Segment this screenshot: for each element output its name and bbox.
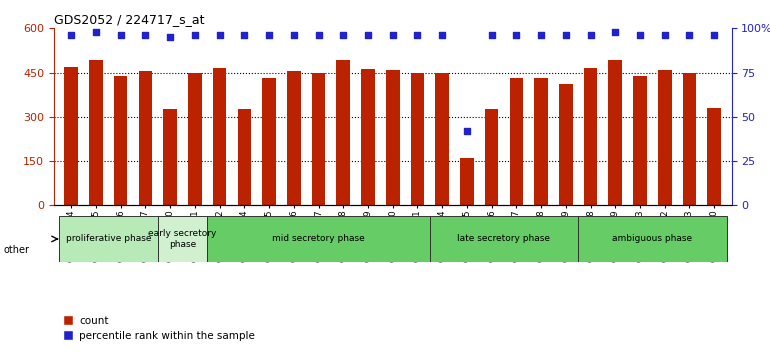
Point: [387, 33, 399, 38]
Text: early secretory
phase: early secretory phase: [149, 229, 216, 249]
Point: [708, 33, 721, 38]
Bar: [430, 216, 578, 262]
Point: [139, 33, 152, 38]
Text: mid secretory phase: mid secretory phase: [272, 234, 365, 244]
Point: [584, 33, 597, 38]
Point: [65, 33, 77, 38]
Point: [560, 33, 572, 38]
Bar: [65, 67, 78, 205]
Bar: [510, 79, 523, 205]
Text: ambiguous phase: ambiguous phase: [612, 234, 692, 244]
Point: [535, 33, 547, 38]
Point: [115, 33, 127, 38]
Point: [411, 33, 424, 38]
Bar: [287, 71, 300, 205]
Point: [288, 33, 300, 38]
Bar: [460, 158, 474, 205]
Point: [460, 128, 473, 134]
Text: proliferative phase: proliferative phase: [65, 234, 151, 244]
Bar: [559, 84, 573, 205]
Bar: [114, 75, 128, 205]
Bar: [683, 73, 696, 205]
Text: GDS2052 / 224717_s_at: GDS2052 / 224717_s_at: [54, 13, 204, 26]
Point: [213, 33, 226, 38]
Bar: [485, 109, 498, 205]
Point: [436, 33, 448, 38]
Bar: [213, 68, 226, 205]
Bar: [89, 60, 102, 205]
Bar: [312, 73, 325, 205]
Bar: [188, 73, 202, 205]
Point: [337, 33, 350, 38]
Bar: [435, 73, 449, 205]
Point: [609, 29, 621, 35]
Point: [485, 33, 497, 38]
Bar: [708, 108, 721, 205]
Point: [164, 34, 176, 40]
Bar: [534, 79, 548, 205]
Bar: [207, 216, 430, 262]
Point: [511, 33, 523, 38]
Point: [683, 33, 695, 38]
Bar: [139, 71, 152, 205]
Point: [634, 33, 646, 38]
Point: [263, 33, 275, 38]
Bar: [584, 68, 598, 205]
Bar: [633, 75, 647, 205]
Bar: [578, 216, 727, 262]
Point: [658, 33, 671, 38]
Bar: [59, 216, 158, 262]
Bar: [336, 60, 350, 205]
Bar: [386, 70, 400, 205]
Point: [238, 33, 250, 38]
Bar: [237, 109, 251, 205]
Bar: [263, 79, 276, 205]
Text: late secretory phase: late secretory phase: [457, 234, 551, 244]
Bar: [163, 109, 177, 205]
Legend: count, percentile rank within the sample: count, percentile rank within the sample: [59, 312, 259, 345]
Bar: [658, 70, 671, 205]
Bar: [158, 216, 207, 262]
Point: [362, 33, 374, 38]
Text: other: other: [4, 245, 30, 255]
Point: [313, 33, 325, 38]
Bar: [361, 69, 375, 205]
Bar: [410, 73, 424, 205]
Point: [90, 29, 102, 35]
Bar: [608, 60, 622, 205]
Point: [189, 33, 201, 38]
